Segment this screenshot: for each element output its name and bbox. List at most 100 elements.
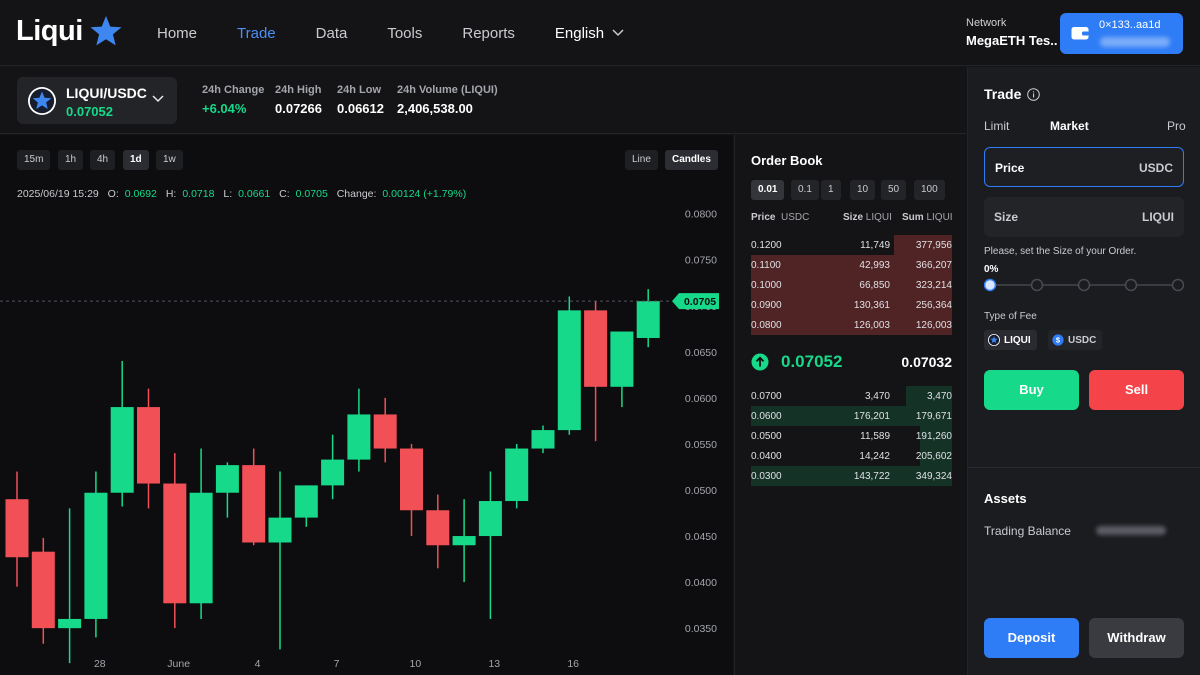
fee-option-liqui[interactable]: LIQUI — [984, 330, 1037, 350]
nav-data[interactable]: Data — [315, 24, 348, 42]
depth-bar — [751, 275, 952, 295]
top-bar: Liqui Home Trade Data Tools Reports Engl… — [0, 0, 1200, 66]
arrow-up-icon — [751, 353, 769, 371]
timeframe-4h[interactable]: 4h — [90, 150, 116, 170]
candle-body-up — [58, 618, 82, 629]
fee-option-label: USDC — [1068, 334, 1097, 346]
row-size: 11,589 — [860, 431, 890, 442]
depth-bar — [751, 255, 952, 275]
candle-body-up — [452, 536, 476, 546]
chart-mode-line[interactable]: Line — [625, 150, 658, 170]
wallet-balance-hidden — [1100, 37, 1170, 47]
order-type-market[interactable]: Market — [1050, 119, 1089, 133]
order-type-limit[interactable]: Limit — [984, 119, 1010, 133]
candle-body-up — [110, 407, 134, 493]
size-input[interactable]: Size LIQUI — [984, 197, 1184, 237]
nav-reports[interactable]: Reports — [462, 24, 515, 42]
pair-selector[interactable]: LIQUI/USDC 0.07052 — [17, 77, 177, 124]
ohlc-low-label: L: — [223, 188, 233, 200]
info-icon[interactable] — [1027, 87, 1041, 101]
ohlc-open-label: O: — [107, 188, 119, 200]
timeframe-1d[interactable]: 1d — [123, 150, 149, 170]
size-slider[interactable] — [984, 277, 1184, 293]
tick-size-option[interactable]: 0.1 — [791, 180, 819, 200]
ohlc-close: 0.0705 — [295, 188, 328, 200]
fee-option-usdc[interactable]: $ USDC — [1048, 330, 1103, 350]
timeframe-1w[interactable]: 1w — [156, 150, 183, 170]
bid-row[interactable]: 0.0500 11,589 191,260 — [751, 426, 952, 446]
y-tick-label: 0.0450 — [685, 531, 717, 543]
candle-body-down — [163, 483, 187, 604]
bid-row[interactable]: 0.0400 14,242 205,602 — [751, 446, 952, 466]
price-input[interactable]: Price USDC — [984, 147, 1184, 187]
fee-type-label: Type of Fee — [984, 311, 1037, 322]
tick-size-option[interactable]: 100 — [914, 180, 945, 200]
bid-row[interactable]: 0.0700 3,470 3,470 — [751, 386, 952, 406]
sell-button[interactable]: Sell — [1089, 370, 1184, 410]
deposit-button[interactable]: Deposit — [984, 618, 1079, 658]
ohlc-low: 0.0661 — [238, 188, 271, 200]
nav-home[interactable]: Home — [157, 24, 198, 42]
row-sum: 179,671 — [915, 411, 952, 422]
ask-row[interactable]: 0.1000 66,850 323,214 — [751, 275, 952, 295]
x-tick-label: 28 — [94, 658, 106, 670]
row-sum: 377,956 — [915, 240, 952, 251]
brand-name: Liqui — [16, 14, 83, 47]
order-type-pro[interactable]: Pro — [1167, 119, 1186, 133]
withdraw-button[interactable]: Withdraw — [1089, 618, 1184, 658]
x-tick-label: 7 — [334, 658, 340, 670]
tick-size-option[interactable]: 10 — [850, 180, 876, 200]
candle-body-down — [426, 510, 450, 546]
timeframe-15m[interactable]: 15m — [17, 150, 51, 170]
ask-row[interactable]: 0.0800 126,003 126,003 — [751, 315, 952, 335]
candle-body-up — [636, 301, 660, 338]
y-tick-label: 0.0500 — [685, 485, 717, 497]
stat-24h-high: 24h High 0.07266 — [275, 84, 322, 116]
chevron-down-icon — [612, 29, 624, 37]
brand-logo[interactable]: Liqui — [16, 14, 123, 48]
timeframe-1h[interactable]: 1h — [58, 150, 84, 170]
stat-label: 24h Change — [202, 84, 265, 96]
tick-size-option[interactable]: 0.01 — [751, 180, 785, 200]
row-price: 0.1100 — [751, 260, 781, 271]
language-selector[interactable]: English — [555, 25, 624, 42]
main-nav: Home Trade Data Tools Reports English — [157, 0, 664, 66]
wallet-button[interactable]: 0×133..aa1d — [1060, 13, 1183, 54]
nav-tools[interactable]: Tools — [387, 24, 423, 42]
pair-price: 0.07052 — [66, 104, 113, 119]
nav-trade[interactable]: Trade — [237, 24, 276, 42]
order-book-mid: 0.07052 0.07032 — [751, 350, 952, 372]
ask-row[interactable]: 0.1200 11,749 377,956 — [751, 235, 952, 255]
bid-row[interactable]: 0.0600 176,201 179,671 — [751, 406, 952, 426]
candle-body-up — [321, 459, 345, 486]
candle-body-down — [31, 551, 55, 629]
candle-body-up — [347, 414, 371, 460]
stat-value: 0.06612 — [337, 101, 384, 116]
star-logo-icon — [90, 16, 122, 46]
network-label: Network — [966, 17, 1007, 29]
chart-mode-candles[interactable]: Candles — [665, 150, 718, 170]
candle-body-up — [215, 465, 239, 493]
ask-row[interactable]: 0.0900 130,361 256,364 — [751, 295, 952, 315]
ohlc-readout: 2025/06/19 15:29 O: 0.0692 H: 0.0718 L: 0.0… — [17, 188, 466, 200]
candlestick-chart[interactable]: 0.08000.07500.07000.06500.06000.05500.05… — [0, 135, 733, 675]
x-tick-label: 10 — [410, 658, 422, 670]
last-price-tag — [672, 293, 719, 310]
candle-body-up — [505, 448, 529, 502]
depth-bar — [751, 406, 952, 426]
candle-body-up — [557, 310, 581, 431]
row-size: 130,361 — [853, 300, 890, 311]
ask-row[interactable]: 0.1100 42,993 366,207 — [751, 255, 952, 275]
y-tick-label: 0.0600 — [685, 393, 717, 405]
bid-row[interactable]: 0.0300 143,722 349,324 — [751, 466, 952, 486]
order-book-title: Order Book — [751, 153, 823, 168]
depth-bar — [751, 315, 952, 335]
last-price: 0.07052 — [781, 352, 843, 371]
tick-size-option[interactable]: 1 — [821, 180, 841, 200]
network-info[interactable]: Network MegaETH Tes.. — [966, 17, 1058, 48]
candle-body-down — [137, 407, 160, 484]
stat-24h-volume: 24h Volume (LIQUI) 2,406,538.00 — [397, 84, 498, 116]
tick-size-option[interactable]: 50 — [881, 180, 907, 200]
row-sum: 256,364 — [915, 300, 952, 311]
buy-button[interactable]: Buy — [984, 370, 1079, 410]
